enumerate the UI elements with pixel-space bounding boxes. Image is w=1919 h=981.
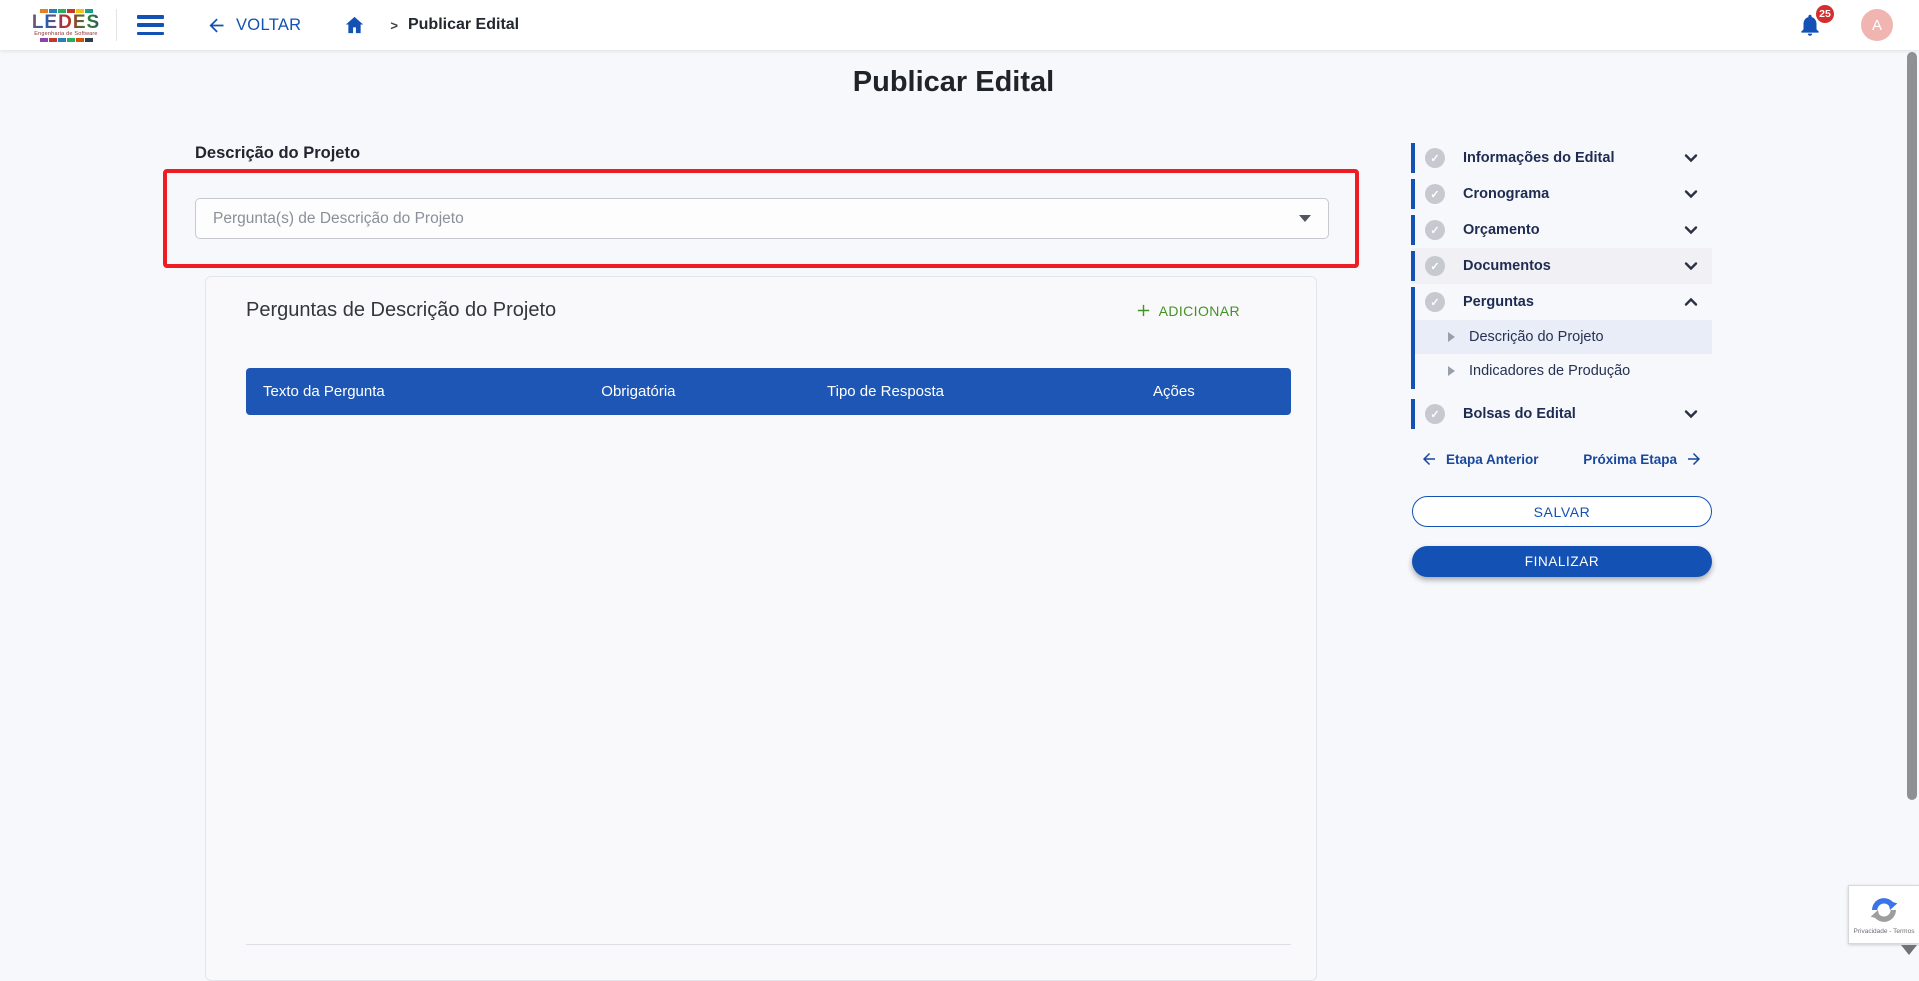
step-navigation: Etapa Anterior Próxima Etapa	[1411, 450, 1712, 468]
chevron-down-icon	[1683, 258, 1699, 274]
step-orcamento[interactable]: ✓ Orçamento	[1411, 212, 1712, 248]
arrow-left-icon	[209, 18, 224, 32]
check-circle-icon: ✓	[1425, 148, 1445, 168]
check-circle-icon: ✓	[1425, 292, 1445, 312]
chevron-down-icon	[1683, 222, 1699, 238]
home-icon[interactable]	[343, 14, 366, 37]
breadcrumb-current: Publicar Edital	[407, 16, 520, 33]
questions-card: Perguntas de Descrição do Projeto ADICIO…	[205, 276, 1317, 981]
scrollbar-thumb[interactable]	[1907, 52, 1917, 800]
top-app-bar: LEDES Engenharia de Software VOLTAR > Pu…	[0, 0, 1919, 50]
step-accent-bar	[1411, 179, 1415, 209]
add-label: ADICIONAR	[1158, 302, 1240, 319]
finish-button[interactable]: FINALIZAR	[1412, 546, 1712, 577]
arrow-right-icon	[1688, 453, 1700, 465]
save-button[interactable]: SALVAR	[1412, 496, 1712, 527]
logo-text: LEDES	[22, 13, 110, 32]
table-body-empty	[246, 415, 1291, 895]
check-circle-icon: ✓	[1425, 220, 1445, 240]
logo-caption: Engenharia de Software	[34, 30, 98, 37]
check-circle-icon: ✓	[1425, 404, 1445, 424]
step-documentos[interactable]: ✓ Documentos	[1411, 248, 1712, 284]
triangle-right-icon	[1448, 332, 1455, 342]
avatar[interactable]: A	[1861, 9, 1893, 41]
step-accent-bar	[1411, 251, 1415, 281]
recaptcha-icon	[1870, 898, 1898, 922]
chevron-down-icon	[1683, 406, 1699, 422]
step-bolsas-do-edital[interactable]: ✓ Bolsas do Edital	[1411, 396, 1712, 432]
step-cronograma[interactable]: ✓ Cronograma	[1411, 176, 1712, 212]
substep-descricao-do-projeto[interactable]: Descrição do Projeto	[1411, 320, 1712, 354]
column-header-required: Obrigatória	[601, 383, 676, 400]
notifications-button[interactable]: 25	[1797, 5, 1834, 38]
previous-step-link[interactable]: Etapa Anterior	[1420, 450, 1539, 468]
step-group-perguntas: ✓ Perguntas Descrição do Projeto Indicad…	[1411, 284, 1712, 389]
check-circle-icon: ✓	[1425, 256, 1445, 276]
column-header-question-text: Texto da Pergunta	[263, 383, 385, 400]
column-header-actions: Ações	[1153, 383, 1195, 400]
project-description-questions-select[interactable]: Pergunta(s) de Descrição do Projeto	[195, 198, 1329, 239]
step-accent-bar	[1411, 215, 1415, 245]
bell-icon	[1801, 14, 1819, 36]
section-label: Descrição do Projeto	[195, 144, 361, 162]
select-placeholder: Pergunta(s) de Descrição do Projeto	[213, 209, 464, 227]
check-circle-icon: ✓	[1425, 184, 1445, 204]
chevron-up-icon	[1683, 294, 1699, 310]
recaptcha-badge[interactable]: Privacidade - Termos	[1848, 885, 1919, 944]
caret-down-icon	[1299, 215, 1311, 222]
logo-mosaic-top	[22, 8, 110, 13]
breadcrumb-separator: >	[390, 17, 398, 33]
step-accent-bar	[1411, 143, 1415, 173]
chevron-down-icon	[1683, 150, 1699, 166]
topbar-actions: 25 A	[1797, 5, 1893, 41]
card-header: Perguntas de Descrição do Projeto ADICIO…	[246, 299, 1246, 322]
app-logo[interactable]: LEDES Engenharia de Software	[22, 8, 110, 43]
triangle-right-icon	[1448, 366, 1455, 376]
table-header-row: Texto da Pergunta Obrigatória Tipo de Re…	[246, 368, 1291, 415]
next-step-link[interactable]: Próxima Etapa	[1583, 450, 1703, 468]
page-title: Publicar Edital	[852, 66, 1055, 98]
step-accent-bar	[1411, 399, 1415, 429]
topbar-divider	[116, 9, 117, 41]
notification-badge: 25	[1816, 5, 1834, 23]
step-perguntas[interactable]: ✓ Perguntas	[1411, 284, 1712, 320]
menu-icon[interactable]	[137, 15, 164, 35]
plus-icon	[1137, 304, 1149, 317]
arrow-left-icon	[1423, 453, 1435, 465]
highlight-rectangle: Pergunta(s) de Descrição do Projeto	[163, 169, 1359, 268]
add-question-button[interactable]: ADICIONAR	[1129, 301, 1246, 320]
logo-mosaic-bottom	[22, 37, 110, 42]
steps-sidebar: ✓ Informações do Edital ✓ Cronograma ✓ O…	[1411, 140, 1712, 432]
step-accent-bar	[1411, 287, 1415, 389]
scroll-corner-icon	[1901, 945, 1917, 955]
chevron-down-icon	[1683, 186, 1699, 202]
back-button[interactable]: VOLTAR	[206, 15, 301, 36]
substep-indicadores-de-producao[interactable]: Indicadores de Produção	[1411, 354, 1712, 388]
back-label: VOLTAR	[236, 15, 302, 34]
recaptcha-label: Privacidade - Termos	[1853, 928, 1915, 935]
table-footer-divider	[246, 944, 1291, 945]
questions-table: Texto da Pergunta Obrigatória Tipo de Re…	[246, 368, 1291, 895]
step-informacoes-do-edital[interactable]: ✓ Informações do Edital	[1411, 140, 1712, 176]
card-title: Perguntas de Descrição do Projeto	[246, 299, 557, 321]
column-header-answer-type: Tipo de Resposta	[827, 383, 945, 400]
